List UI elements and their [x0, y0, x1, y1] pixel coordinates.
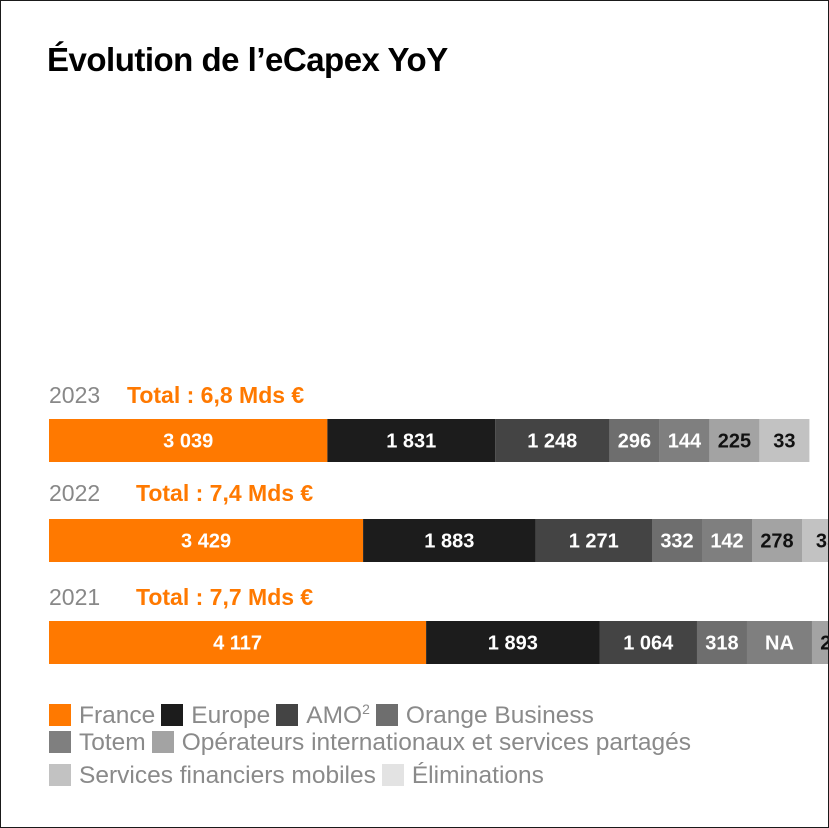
data-label: 1 893	[488, 633, 538, 655]
legend-swatch	[49, 731, 71, 753]
legend-item: Opérateurs internationaux et services pa…	[151, 726, 692, 759]
data-label: 3 039	[163, 431, 213, 453]
legend-label: Europe	[191, 702, 271, 729]
legend: France Europe AMO2 Orange Business Totem Opér…	[49, 693, 819, 792]
bar-segment	[659, 419, 710, 462]
bar-segment	[599, 621, 697, 664]
data-label: 1 883	[424, 531, 474, 553]
legend-swatch	[49, 764, 71, 786]
legend-row: France Europe AMO2 Orange Business	[49, 693, 819, 729]
legend-label: Opérateurs internationaux et services pa…	[181, 729, 692, 756]
data-label: 332	[660, 531, 693, 553]
data-label: 142	[710, 531, 743, 553]
bar-segment	[327, 419, 496, 462]
year-label: 2022	[49, 480, 100, 506]
legend-item: Totem	[49, 726, 146, 759]
legend-swatch	[375, 704, 398, 726]
bar-segment	[426, 621, 600, 664]
data-label: 243	[820, 633, 828, 655]
bar-segment	[709, 419, 760, 462]
legend-label: Totem	[79, 729, 146, 756]
legend-item: Europe	[161, 699, 270, 732]
legend-swatch	[49, 704, 71, 726]
legend-swatch	[381, 764, 404, 786]
bar-segment	[609, 419, 660, 462]
total-label: Total : 6,8 Mds €	[127, 382, 304, 408]
data-label: 296	[618, 431, 651, 453]
legend-item: Services financiers mobiles	[49, 759, 376, 792]
total-label: Total : 7,7 Mds €	[136, 584, 313, 610]
legend-swatch	[276, 704, 299, 726]
data-label: 278	[760, 531, 793, 553]
legend-label: Éliminations	[411, 762, 544, 789]
data-label: 33	[773, 431, 795, 453]
legend-swatch	[161, 704, 184, 726]
legend-item: AMO2	[276, 693, 370, 732]
data-label: 3 429	[181, 531, 231, 553]
bar-segment	[495, 419, 610, 462]
bar-segment	[802, 519, 828, 562]
legend-row: Totem Opérateurs internationaux et servic…	[49, 726, 819, 759]
data-label: NA	[765, 633, 794, 655]
bar-segment	[49, 419, 328, 462]
legend-footnote-marker: 2	[362, 701, 370, 717]
data-label: 225	[718, 431, 751, 453]
bar-segment	[811, 621, 828, 664]
bar-segment	[49, 519, 364, 562]
bar-segment	[752, 519, 803, 562]
bar-segment	[702, 519, 753, 562]
year-label: 2023	[49, 382, 100, 408]
total-label: Total : 7,4 Mds €	[136, 480, 313, 506]
data-label: 1 248	[527, 431, 577, 453]
legend-item: Éliminations	[381, 759, 544, 792]
bar-segment	[535, 519, 653, 562]
data-label: 1 064	[623, 633, 674, 655]
legend-label: France	[79, 702, 156, 729]
legend-label: AMO	[306, 702, 363, 729]
bar-segment	[746, 621, 812, 664]
data-label: 318	[705, 633, 738, 655]
bar-segment	[652, 519, 703, 562]
data-label: 4 117	[213, 633, 262, 655]
bar-segment	[759, 419, 810, 462]
legend-swatch	[151, 731, 174, 753]
legend-item: Orange Business	[375, 699, 594, 732]
data-label: 1 271	[569, 531, 619, 553]
bar-segment	[49, 621, 427, 664]
data-label: 144	[668, 431, 702, 453]
data-label: 35	[816, 531, 828, 553]
year-label: 2021	[49, 584, 100, 610]
bar-segment	[696, 621, 747, 664]
legend-item: France	[49, 699, 155, 732]
legend-label: Orange Business	[405, 702, 594, 729]
data-label: 1 831	[386, 431, 436, 453]
legend-row: Services financiers mobiles Éliminations	[49, 759, 819, 792]
bar-segment	[363, 519, 536, 562]
legend-label: Services financiers mobiles	[79, 762, 376, 789]
chart-title: Évolution de l’eCapex YoY	[47, 41, 448, 78]
